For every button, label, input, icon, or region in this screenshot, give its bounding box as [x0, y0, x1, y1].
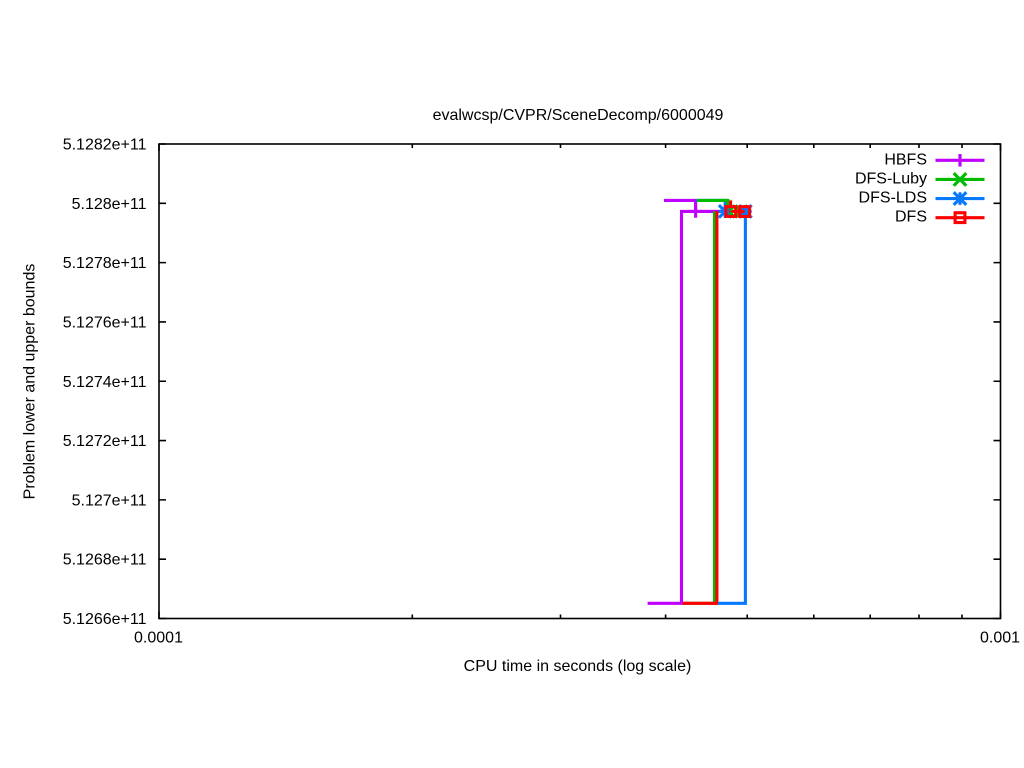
svg-text:5.1272e+11: 5.1272e+11 — [63, 433, 147, 450]
svg-text:HBFS: HBFS — [884, 151, 927, 168]
svg-text:0.001: 0.001 — [980, 630, 1020, 647]
svg-text:DFS-Luby: DFS-Luby — [855, 171, 927, 188]
svg-text:evalwcsp/CVPR/SceneDecomp/6000: evalwcsp/CVPR/SceneDecomp/6000049 — [433, 107, 724, 124]
svg-text:DFS: DFS — [895, 209, 927, 226]
svg-text:5.127e+11: 5.127e+11 — [72, 492, 147, 509]
svg-text:0.0001: 0.0001 — [134, 630, 183, 647]
svg-text:5.1282e+11: 5.1282e+11 — [63, 137, 147, 154]
svg-text:5.1266e+11: 5.1266e+11 — [63, 611, 147, 628]
svg-text:5.1274e+11: 5.1274e+11 — [63, 374, 147, 391]
svg-text:5.128e+11: 5.128e+11 — [72, 196, 147, 213]
svg-text:5.1276e+11: 5.1276e+11 — [63, 314, 147, 331]
svg-text:5.1268e+11: 5.1268e+11 — [63, 552, 147, 569]
svg-text:5.1278e+11: 5.1278e+11 — [63, 255, 147, 272]
svg-text:DFS-LDS: DFS-LDS — [859, 190, 927, 207]
svg-text:Problem lower and upper bounds: Problem lower and upper bounds — [22, 264, 39, 500]
svg-text:CPU time in seconds (log scale: CPU time in seconds (log scale) — [464, 658, 692, 675]
